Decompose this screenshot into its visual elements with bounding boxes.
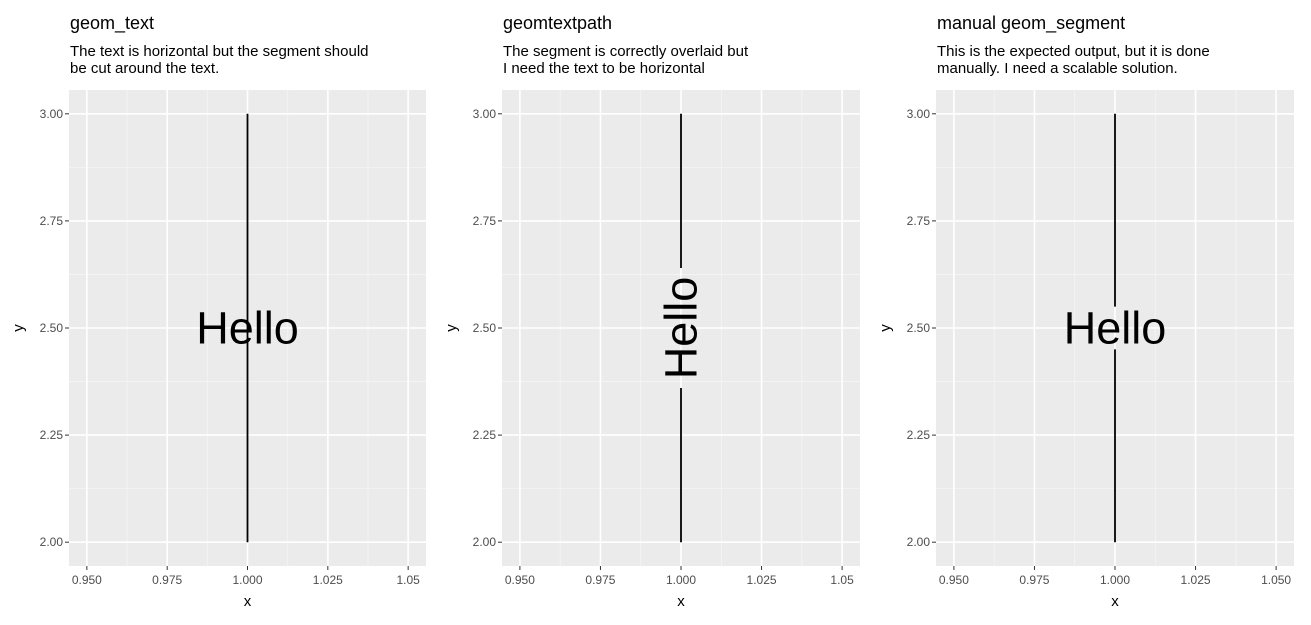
x-tick-label: 0.950 xyxy=(505,573,535,587)
x-tick-label: 1.000 xyxy=(666,573,696,587)
y-tick-label: 2.25 xyxy=(40,428,64,442)
y-tick-label: 2.00 xyxy=(907,535,931,549)
hello-label: Hello xyxy=(1064,303,1167,354)
x-tick-label: 1.025 xyxy=(1181,573,1211,587)
x-axis-label: x xyxy=(244,593,252,610)
y-axis-label: y xyxy=(443,324,460,332)
x-tick-label: 0.950 xyxy=(939,573,969,587)
panel-title: geomtextpath xyxy=(503,13,612,33)
x-tick-label: 0.975 xyxy=(1019,573,1049,587)
y-tick-label: 2.75 xyxy=(473,214,497,228)
x-tick-label: 1.05 xyxy=(396,573,420,587)
y-tick-label: 2.75 xyxy=(40,214,64,228)
y-tick-label: 2.00 xyxy=(473,535,497,549)
panel-subtitle-line: manually. I need a scalable solution. xyxy=(937,60,1178,77)
y-tick-label: 3.00 xyxy=(40,107,64,121)
hello-label: Hello xyxy=(656,277,707,380)
chart-panel-2: geomtextpath The segment is correctly ove… xyxy=(443,13,860,610)
x-tick-label: 0.975 xyxy=(585,573,615,587)
y-tick-label: 2.50 xyxy=(907,321,931,335)
y-tick-label: 2.25 xyxy=(907,428,931,442)
y-tick-label: 2.75 xyxy=(907,214,931,228)
y-tick-label: 2.00 xyxy=(40,535,64,549)
x-tick-label: 1.025 xyxy=(747,573,777,587)
y-tick-label: 3.00 xyxy=(907,107,931,121)
panel-title: manual geom_segment xyxy=(937,13,1125,34)
x-tick-label: 1.000 xyxy=(1100,573,1130,587)
panel-subtitle-line: This is the expected output, but it is d… xyxy=(937,43,1210,60)
x-tick-label: 0.950 xyxy=(72,573,102,587)
x-tick-label: 1.025 xyxy=(313,573,343,587)
hello-label: Hello xyxy=(196,303,299,354)
chart-panel-1: geom_text The text is horizontal but the … xyxy=(10,13,426,610)
x-tick-label: 0.975 xyxy=(152,573,182,587)
panel-subtitle-line: be cut around the text. xyxy=(70,60,219,77)
x-tick-label: 1.05 xyxy=(830,573,854,587)
y-tick-label: 2.25 xyxy=(473,428,497,442)
y-axis-label: y xyxy=(877,324,894,332)
chart-panel-3: manual geom_segment This is the expected … xyxy=(877,13,1294,610)
y-tick-label: 2.50 xyxy=(473,321,497,335)
panel-subtitle-line: The text is horizontal but the segment s… xyxy=(70,43,369,60)
panel-subtitle-line: The segment is correctly overlaid but xyxy=(503,43,749,60)
x-axis-label: x xyxy=(1111,593,1119,610)
y-tick-label: 3.00 xyxy=(473,107,497,121)
panel-subtitle-line: I need the text to be horizontal xyxy=(503,60,705,77)
panel-title: geom_text xyxy=(70,13,154,34)
x-tick-label: 1.000 xyxy=(232,573,262,587)
x-tick-label: 1.050 xyxy=(1261,573,1291,587)
y-axis-label: y xyxy=(10,324,27,332)
x-axis-label: x xyxy=(677,593,685,610)
y-tick-label: 2.50 xyxy=(40,321,64,335)
